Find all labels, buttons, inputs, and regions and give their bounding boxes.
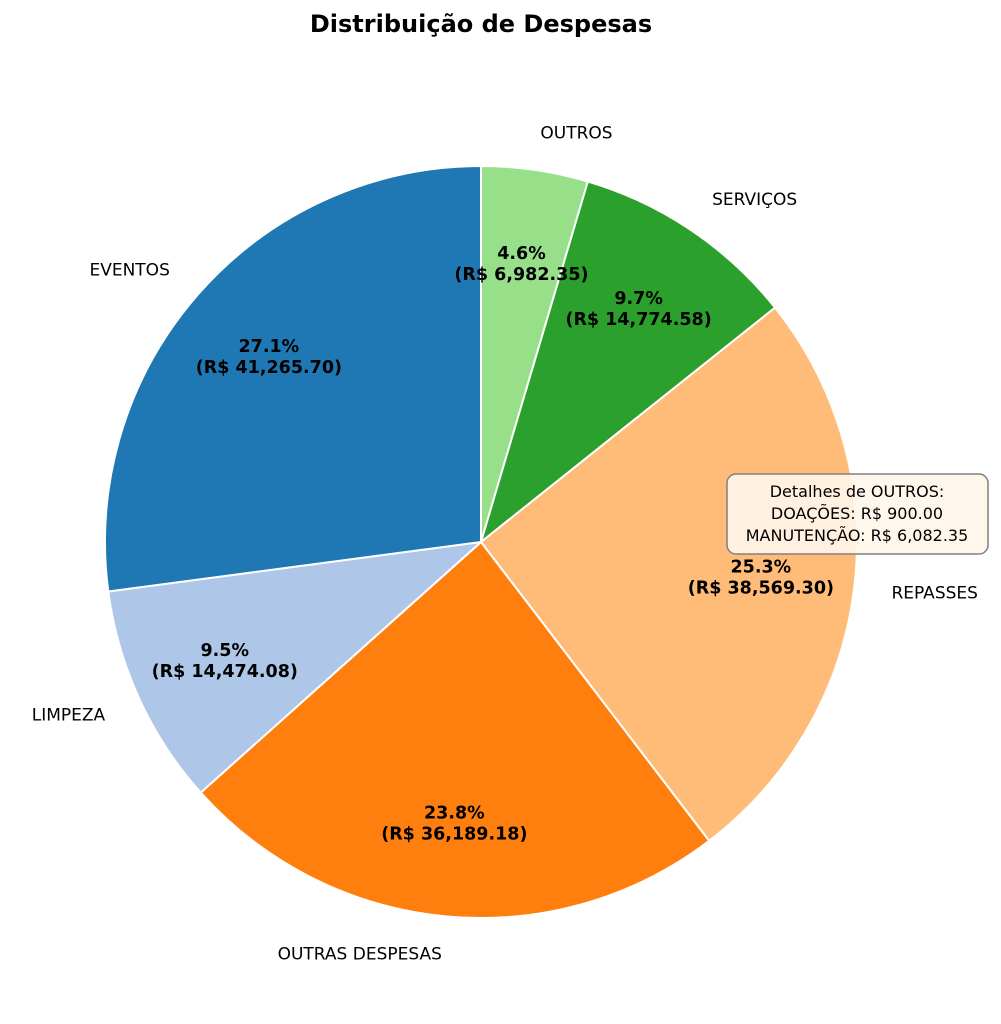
pie-slice-eventos [104, 164, 482, 593]
pie-slice-outras-despesas [199, 540, 711, 919]
value-label-servicos: 9.7% (R$ 14,774.58) [565, 289, 711, 330]
category-label-eventos: EVENTOS [89, 260, 169, 280]
category-label-outras-despesas: OUTRAS DESPESAS [278, 945, 442, 965]
pie-slice-repasses [479, 306, 858, 843]
category-label-repasses: REPASSES [891, 584, 977, 604]
chart-title: Distribuição de Despesas [310, 10, 652, 38]
category-label-limpeza: LIMPEZA [32, 706, 106, 726]
category-label-outros: OUTROS [540, 124, 612, 144]
pie-slices [104, 164, 858, 919]
annotation-line-1: Detalhes de OUTROS: [770, 482, 945, 501]
annotation-line-3: MANUTENÇÃO: R$ 6,082.35 [746, 526, 969, 545]
value-label-outros: 4.6% (R$ 6,982.35) [454, 244, 588, 285]
pie-slice-servicos [479, 180, 777, 545]
annotation-line-2: DOAÇÕES: R$ 900.00 [771, 504, 943, 523]
pie-value-labels: 4.6% (R$ 6,982.35)9.7% (R$ 14,774.58) 25.3%… [152, 244, 834, 845]
value-label-limpeza: 9.5% (R$ 14,474.08) [152, 641, 298, 682]
outros-details-annotation: Detalhes de OUTROS: DOAÇÕES: R$ 900.00 M… [726, 473, 989, 555]
pie-slice-limpeza [107, 540, 485, 794]
value-label-outras-despesas: 23.8% (R$ 36,189.18) [381, 804, 527, 845]
category-label-servicos: SERVIÇOS [712, 190, 797, 210]
value-label-repasses: 25.3% (R$ 38,569.30) [688, 558, 834, 599]
pie-category-labels: OUTROS SERVIÇOS REPASSES OUTRAS DESPESAS LIM… [32, 124, 978, 965]
annotation-box [726, 473, 989, 555]
value-label-eventos: 27.1% (R$ 41,265.70) [196, 337, 342, 378]
